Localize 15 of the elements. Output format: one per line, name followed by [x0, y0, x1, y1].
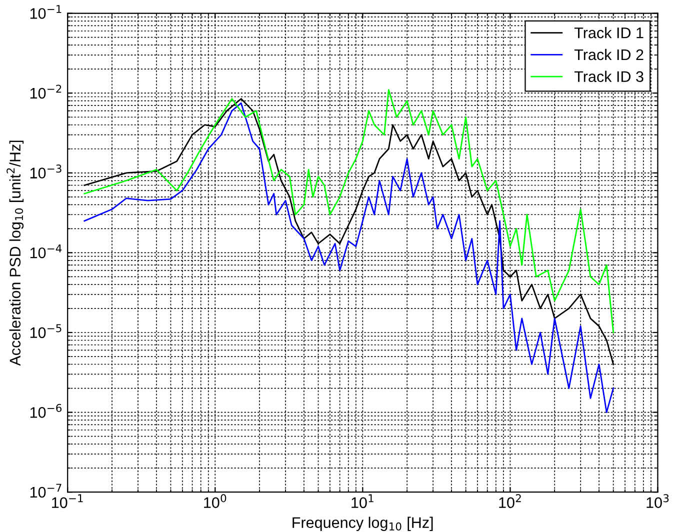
x-tick-label: 10$^{2}$ [499, 494, 521, 508]
legend-label: Track ID 3 [574, 70, 644, 82]
y-tick-label: 10$^{−5}$ [30, 324, 62, 338]
x-tick-label: 10$^{0}$ [204, 494, 226, 508]
y-tick-label: 10$^{−4}$ [30, 244, 62, 258]
x-axis-title: Frequency log$_{10}$ [Hz] [292, 516, 433, 531]
x-tick-label: 10$^{1}$ [352, 494, 374, 508]
y-tick-label: 10$^{−2}$ [30, 84, 62, 99]
legend-label: Track ID 2 [574, 48, 644, 60]
y-tick-label: 10$^{−3}$ [30, 164, 62, 178]
y-axis-title: Acceleration PSD log$_{10}$ [unit$^{2}$/Hz] [6, 140, 24, 366]
legend-label: Track ID 1 [574, 27, 644, 38]
y-tick-label: 10$^{−1}$ [30, 5, 62, 19]
x-tick-label: 10$^{3}$ [646, 494, 669, 508]
y-tick-label: 10$^{−6}$ [30, 404, 62, 418]
